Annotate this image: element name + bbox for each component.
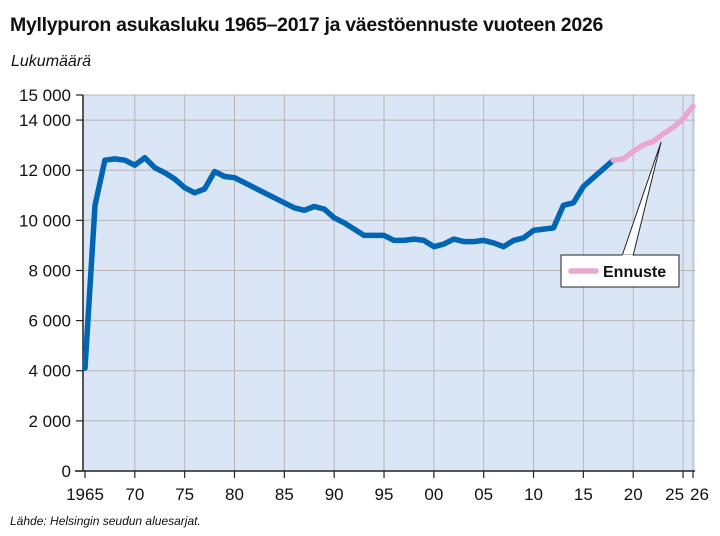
population-history-line <box>82 154 617 371</box>
y-tick-label: 15 000 <box>19 86 71 105</box>
legend: Ennuste <box>560 141 680 288</box>
x-tick-label: 15 <box>574 485 593 504</box>
y-tick-label: 2 000 <box>28 412 71 431</box>
y-axis-unit-label: Lukumäärä <box>11 53 92 70</box>
y-tick-label: 10 000 <box>19 211 71 230</box>
x-tick-label: 20 <box>624 485 643 504</box>
y-tick-label: 8 000 <box>28 261 71 280</box>
y-tick-label: 12 000 <box>19 161 71 180</box>
legend-label-forecast: Ennuste <box>603 264 666 281</box>
y-tick-labels: 0 2 000 4 000 6 000 8 000 10 000 12 000 14 000 1… <box>19 86 71 481</box>
x-tick-label: 10 <box>524 485 543 504</box>
y-tick-label: 6 000 <box>28 312 71 331</box>
x-tick-label: 95 <box>375 485 394 504</box>
x-tick-label: 90 <box>325 485 344 504</box>
x-tick-label: 26 <box>690 485 709 504</box>
chart-title: Myllypuron asukasluku 1965–2017 ja väest… <box>10 14 603 36</box>
series-layer <box>82 103 696 371</box>
x-tick-label: 05 <box>474 485 493 504</box>
x-tick-label: 00 <box>424 485 443 504</box>
source-note: Lähde: Helsingin seudun aluesarjat. <box>10 514 201 528</box>
y-tick-label: 4 000 <box>28 362 71 381</box>
y-tick-label: 0 <box>62 462 71 481</box>
forecast-line <box>610 103 696 163</box>
x-tick-label: 85 <box>275 485 294 504</box>
x-tick-label: 1965 <box>66 485 104 504</box>
x-tick-label: 25 <box>665 485 684 504</box>
y-tick-label: 14 000 <box>19 111 71 130</box>
x-tick-label: 70 <box>125 485 144 504</box>
gridlines <box>83 94 695 471</box>
x-tick-labels: 1965 70 75 80 85 90 95 00 05 10 15 20 25 26 <box>66 485 709 504</box>
axes <box>75 94 695 478</box>
x-tick-label: 75 <box>175 485 194 504</box>
x-tick-label: 80 <box>225 485 244 504</box>
